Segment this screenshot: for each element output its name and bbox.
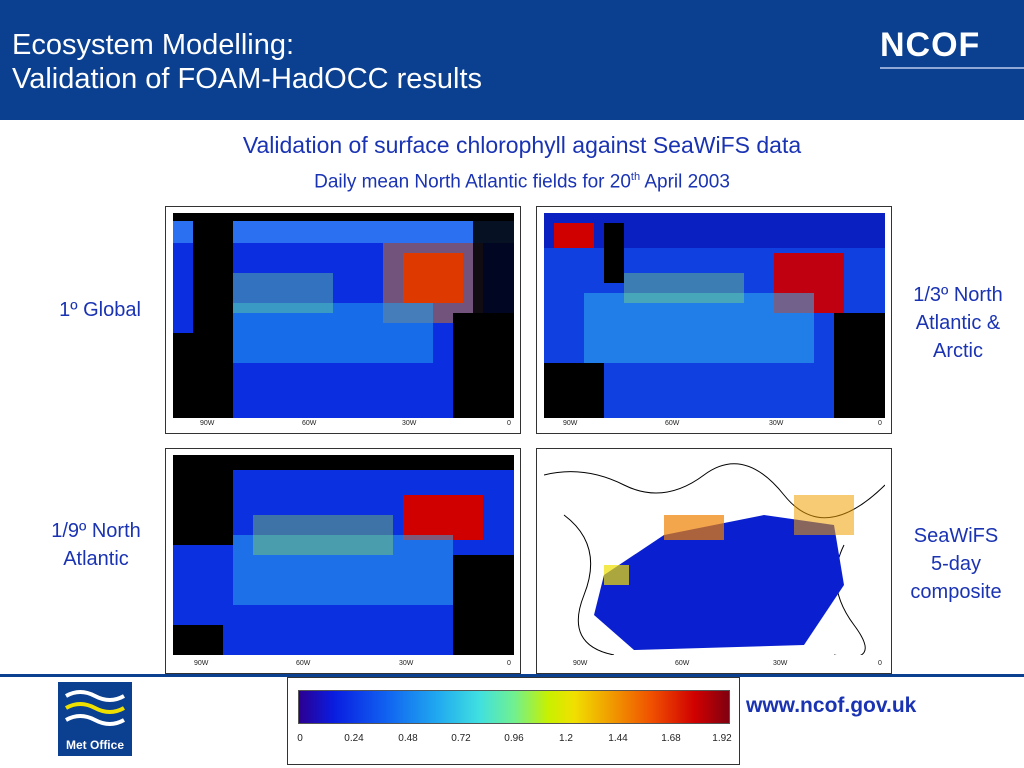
label-global: 1º Global <box>59 299 141 321</box>
chlorophyll-map-na-arctic <box>544 213 885 418</box>
label-seawifs: SeaWiFS 5-day composite <box>910 525 1002 603</box>
label-na9: 1/9º North Atlantic <box>51 520 141 570</box>
colorbar-ticks: 0 0.24 0.48 0.72 0.96 1.2 1.44 1.68 1.92 <box>297 733 732 744</box>
slide-subtitle: Validation of surface chlorophyll agains… <box>242 132 802 158</box>
label-na-arctic: 1/3º North Atlantic & Arctic <box>913 284 1003 362</box>
footer-url[interactable]: www.ncof.gov.uk <box>746 694 917 717</box>
map-panel-na-arctic: 90W 60W 30W 0 <box>536 206 892 434</box>
map-axis-ticks: 90W 60W 30W 0 <box>194 660 511 667</box>
page-title-line2: Validation of FOAM-HadOCC results <box>12 63 483 95</box>
map-axis-ticks: 90W 60W 30W 0 <box>200 420 511 427</box>
met-office-text: Met Office <box>65 738 124 752</box>
page-title-line1: Ecosystem Modelling: <box>12 29 295 61</box>
map-axis-ticks: 90W 60W 30W 0 <box>563 420 882 427</box>
colorbar-frame: 0 0.24 0.48 0.72 0.96 1.2 1.44 1.68 1.92 <box>287 677 740 765</box>
map-panel-seawifs: 90W 60W 30W 0 <box>536 448 892 674</box>
chlorophyll-map-seawifs <box>544 455 885 655</box>
chlorophyll-map-global <box>173 213 514 418</box>
map-panel-global: 90W 60W 30W 0 <box>165 206 521 434</box>
header-banner: Ecosystem Modelling: Validation of FOAM-… <box>0 0 1024 120</box>
met-office-logo: Met Office <box>58 682 132 756</box>
colorbar-gradient <box>298 690 730 724</box>
footer-rule <box>0 674 1024 677</box>
chlorophyll-map-na9 <box>173 455 514 655</box>
map-panel-na9: 90W 60W 30W 0 <box>165 448 521 674</box>
slide-date-line: Daily mean North Atlantic fields for 20t… <box>314 171 730 193</box>
wave-icon <box>65 690 125 726</box>
ncof-logo: NCOF <box>880 26 981 64</box>
map-axis-ticks: 90W 60W 30W 0 <box>573 660 882 667</box>
logo-underline <box>880 67 1024 69</box>
